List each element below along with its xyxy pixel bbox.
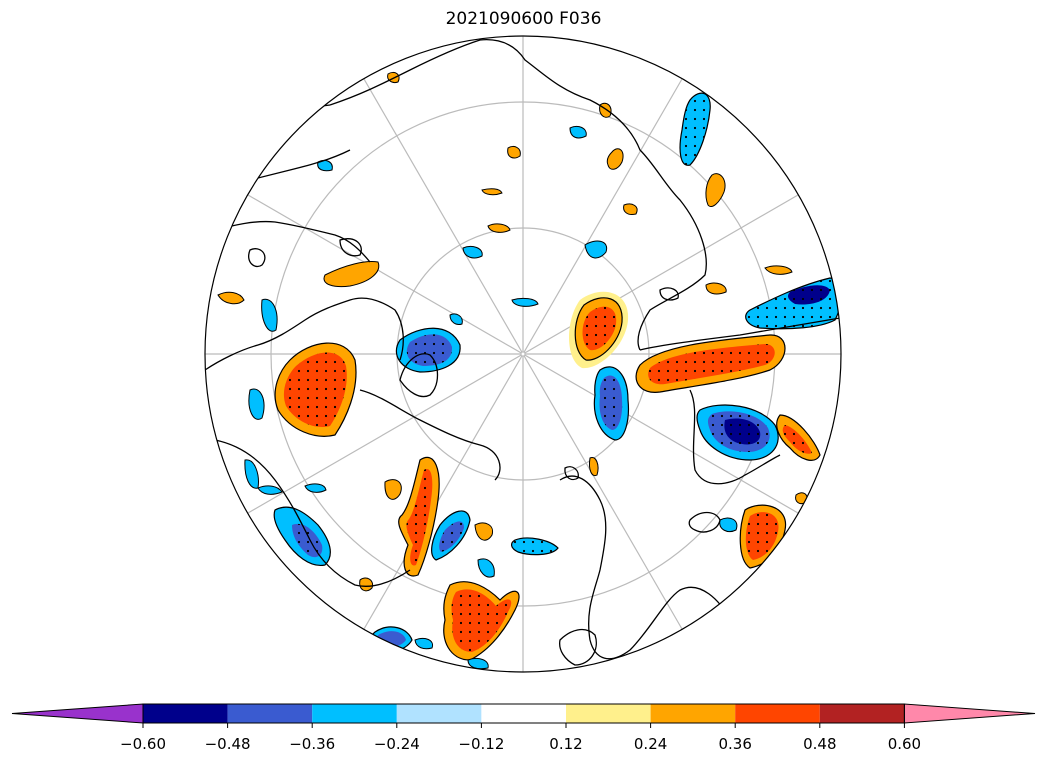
colorbar-segment [312, 704, 397, 723]
colorbar-tick-label: 0.48 [803, 735, 836, 753]
map-title: 2021090600 F036 [445, 9, 602, 29]
colorbar-outline [142, 703, 905, 724]
colorbar-tick-label: −0.60 [120, 735, 166, 753]
colorbar-extend-min [11, 703, 144, 724]
colorbar-segment [819, 704, 905, 723]
colorbar-segment [735, 704, 820, 723]
colorbar-tick-label: 0.24 [634, 735, 667, 753]
colorbar-segment [396, 704, 482, 723]
colorbar-segments [11, 703, 1036, 724]
colorbar-extend-max [903, 703, 1036, 724]
colorbar-ticks: −0.60 −0.48 −0.36 −0.24 −0.12 0.12 0.24 0.36 0.4… [120, 723, 921, 753]
colorbar-segment [650, 704, 736, 723]
colorbar-segment [143, 704, 228, 723]
colorbar-tick-label: −0.48 [205, 735, 251, 753]
colorbar-tick-label: 0.36 [718, 735, 751, 753]
stipple-layer [283, 93, 841, 652]
colorbar-tick-label: −0.24 [374, 735, 420, 753]
colorbar-segment [227, 704, 313, 723]
colorbar-tick-label: 0.60 [888, 735, 921, 753]
colorbar-tick-label: −0.36 [289, 735, 335, 753]
north-pole-marker [520, 351, 526, 357]
colorbar-segment [481, 704, 566, 723]
map-boundary [204, 35, 842, 673]
colorbar-tick-label: 0.12 [549, 735, 582, 753]
colorbar-segment [566, 704, 651, 723]
colorbar-tick-label: −0.12 [458, 735, 504, 753]
polar-map [204, 35, 842, 673]
